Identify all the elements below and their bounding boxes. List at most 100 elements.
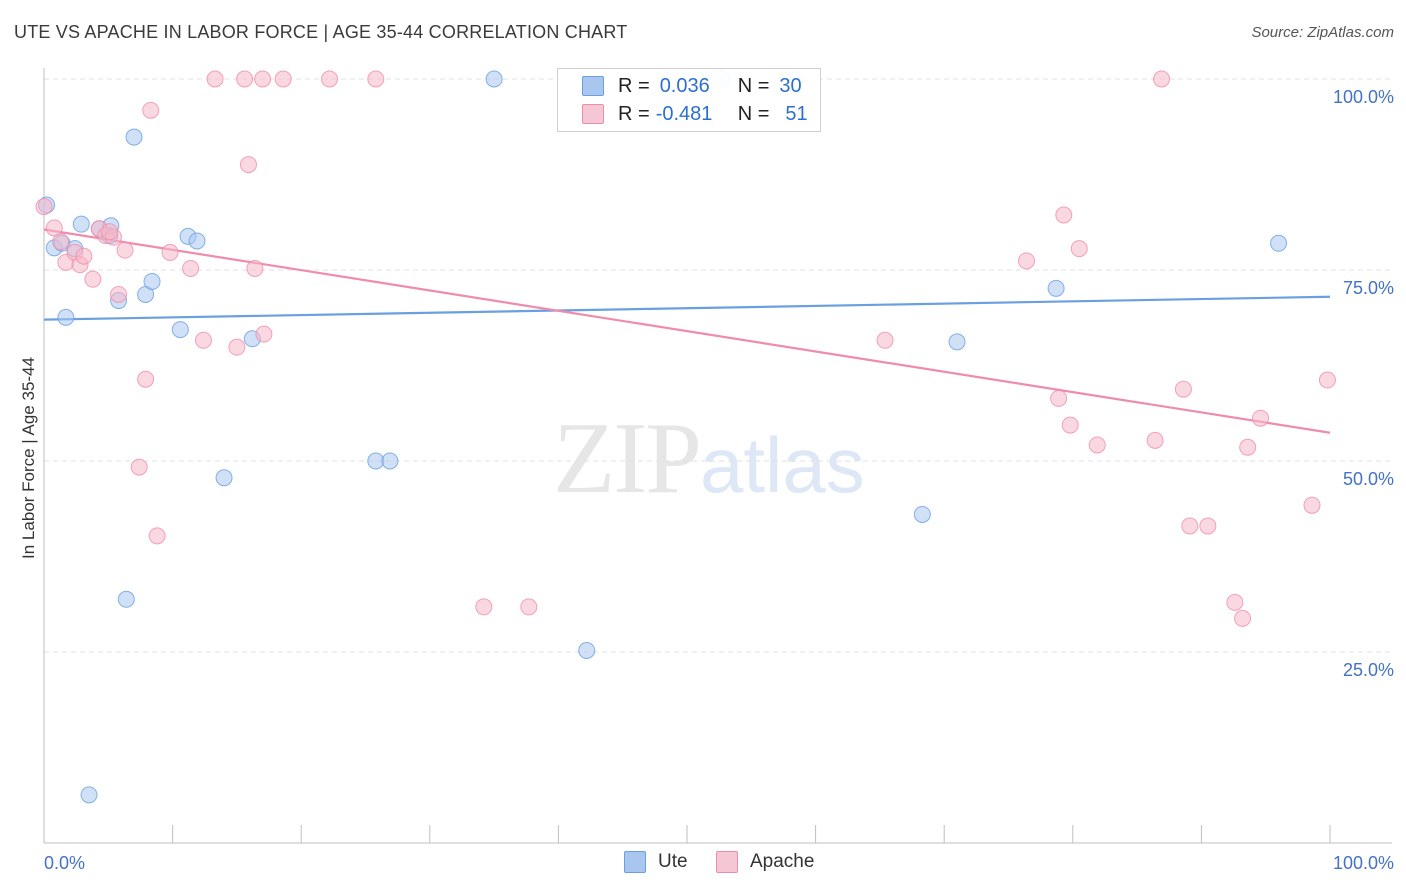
legend-r-value: 0.036 [659, 74, 710, 97]
point-ute [381, 452, 399, 470]
point-apache [1234, 609, 1252, 627]
point-apache [1088, 436, 1106, 454]
point-ute [367, 452, 385, 470]
point-apache [876, 331, 894, 349]
point-apache [116, 241, 134, 259]
point-ute [913, 505, 931, 523]
data-points [35, 70, 1336, 804]
legend-n-label: N = [737, 74, 770, 97]
point-ute [171, 321, 189, 339]
legend-n-value: 30 [779, 74, 802, 97]
point-apache [35, 198, 53, 216]
point-apache [1181, 517, 1199, 535]
point-ute [485, 70, 503, 88]
series-legend-ute[interactable]: Ute [624, 851, 688, 873]
x-tick-label: 100.0% [1333, 853, 1394, 873]
point-ute [80, 786, 98, 804]
point-apache [1146, 431, 1164, 449]
legend-n-label: N = [737, 102, 770, 125]
point-apache [142, 101, 160, 119]
point-apache [148, 527, 166, 545]
point-apache [475, 598, 493, 616]
point-ute [1047, 279, 1065, 297]
series-swatch-ute [624, 851, 646, 873]
stats-legend: R = 0.036 N = 30 R = -0.481 N = 51 [557, 68, 821, 132]
point-apache [520, 598, 538, 616]
series-legend-apache[interactable]: Apache [716, 851, 814, 873]
point-apache [236, 70, 254, 88]
point-apache [1050, 389, 1068, 407]
axes [43, 68, 1392, 844]
point-ute [57, 308, 75, 326]
point-ute [948, 333, 966, 351]
point-ute [72, 215, 90, 233]
point-apache [1199, 517, 1217, 535]
point-apache [182, 259, 200, 277]
legend-n-value: 51 [785, 102, 808, 125]
point-apache [1318, 371, 1336, 389]
series-swatch-apache [716, 851, 738, 873]
point-apache [1239, 438, 1257, 456]
point-apache [367, 70, 385, 88]
tick-labels: 25.0% 50.0% 75.0% 100.0% 0.0% 100.0% [44, 87, 1394, 873]
point-apache [45, 219, 63, 237]
point-apache [274, 70, 292, 88]
point-apache [206, 70, 224, 88]
y-tick-label: 50.0% [1343, 469, 1394, 489]
trend-line-ute [43, 295, 1331, 321]
point-apache [320, 70, 338, 88]
legend-r-label: R = [618, 102, 650, 125]
point-ute [125, 128, 143, 146]
point-apache [110, 285, 128, 303]
source-label: Source: ZipAtlas.com [1251, 24, 1394, 41]
point-apache [255, 325, 273, 343]
legend-r-value: -0.481 [655, 102, 713, 125]
legend-swatch-apache [582, 104, 604, 124]
point-apache [1070, 240, 1088, 258]
y-tick-label: 100.0% [1333, 87, 1394, 107]
point-apache [239, 156, 257, 174]
point-apache [161, 243, 179, 261]
point-apache [246, 259, 264, 277]
x-tick-label: 0.0% [44, 853, 85, 873]
point-apache [137, 370, 155, 388]
legend-row-apache: R = -0.481 N = 51 [582, 101, 808, 127]
point-apache [52, 233, 70, 251]
point-ute [215, 469, 233, 487]
point-apache [84, 270, 102, 288]
point-apache [1226, 593, 1244, 611]
point-apache [254, 70, 272, 88]
y-tick-label: 75.0% [1343, 278, 1394, 298]
legend-swatch-ute [582, 76, 604, 96]
legend-row-ute: R = 0.036 N = 30 [582, 73, 802, 99]
point-ute [578, 641, 596, 659]
point-ute [1270, 234, 1288, 252]
watermark: ZIPatlas [553, 400, 865, 517]
series-label-apache: Apache [750, 851, 815, 872]
point-apache [1153, 70, 1171, 88]
point-apache [228, 338, 246, 356]
watermark-atlas: atlas [700, 421, 865, 509]
point-apache [75, 247, 93, 265]
point-apache [101, 223, 119, 241]
point-apache [1252, 409, 1270, 427]
trend-lines [43, 228, 1331, 434]
legend-r-label: R = [618, 74, 650, 97]
point-apache [1018, 252, 1036, 270]
y-axis-label: In Labor Force | Age 35-44 [19, 357, 38, 559]
series-legend: Ute Apache [0, 851, 1406, 877]
point-apache [1055, 206, 1073, 224]
point-apache [1061, 416, 1079, 434]
watermark-zip: ZIP [553, 402, 702, 515]
point-apache [194, 331, 212, 349]
point-ute [117, 590, 135, 608]
y-tick-label: 25.0% [1343, 660, 1394, 680]
point-apache [1303, 496, 1321, 514]
point-apache [1174, 380, 1192, 398]
trend-line-apache [43, 228, 1331, 434]
point-ute [188, 232, 206, 250]
chart-title: UTE VS APACHE IN LABOR FORCE | AGE 35-44… [14, 22, 628, 42]
point-ute [143, 272, 161, 290]
point-apache [130, 458, 148, 476]
